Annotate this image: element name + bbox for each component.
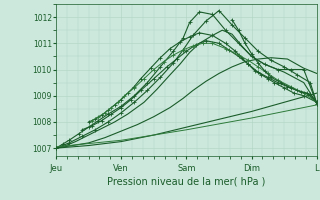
- X-axis label: Pression niveau de la mer( hPa ): Pression niveau de la mer( hPa ): [107, 177, 266, 187]
